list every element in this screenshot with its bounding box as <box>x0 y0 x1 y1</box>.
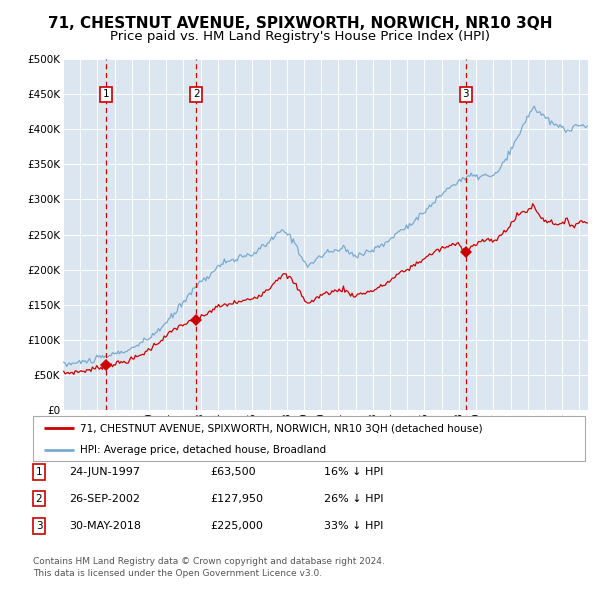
Text: Price paid vs. HM Land Registry's House Price Index (HPI): Price paid vs. HM Land Registry's House … <box>110 30 490 43</box>
Text: 30-MAY-2018: 30-MAY-2018 <box>69 522 141 531</box>
Text: 2: 2 <box>193 89 200 99</box>
Text: 24-JUN-1997: 24-JUN-1997 <box>69 467 140 477</box>
Text: HPI: Average price, detached house, Broadland: HPI: Average price, detached house, Broa… <box>80 445 326 455</box>
Text: 1: 1 <box>103 89 109 99</box>
Text: 71, CHESTNUT AVENUE, SPIXWORTH, NORWICH, NR10 3QH (detached house): 71, CHESTNUT AVENUE, SPIXWORTH, NORWICH,… <box>80 423 482 433</box>
Text: 3: 3 <box>463 89 469 99</box>
Text: 71, CHESTNUT AVENUE, SPIXWORTH, NORWICH, NR10 3QH: 71, CHESTNUT AVENUE, SPIXWORTH, NORWICH,… <box>48 16 552 31</box>
Text: 1: 1 <box>35 467 43 477</box>
Text: 26-SEP-2002: 26-SEP-2002 <box>69 494 140 503</box>
Text: 3: 3 <box>35 522 43 531</box>
Text: £63,500: £63,500 <box>210 467 256 477</box>
FancyBboxPatch shape <box>33 416 585 461</box>
Text: 2: 2 <box>35 494 43 503</box>
Text: 26% ↓ HPI: 26% ↓ HPI <box>324 494 383 503</box>
Text: £127,950: £127,950 <box>210 494 263 503</box>
Text: 16% ↓ HPI: 16% ↓ HPI <box>324 467 383 477</box>
Text: Contains HM Land Registry data © Crown copyright and database right 2024.
This d: Contains HM Land Registry data © Crown c… <box>33 557 385 578</box>
Text: 33% ↓ HPI: 33% ↓ HPI <box>324 522 383 531</box>
Text: £225,000: £225,000 <box>210 522 263 531</box>
